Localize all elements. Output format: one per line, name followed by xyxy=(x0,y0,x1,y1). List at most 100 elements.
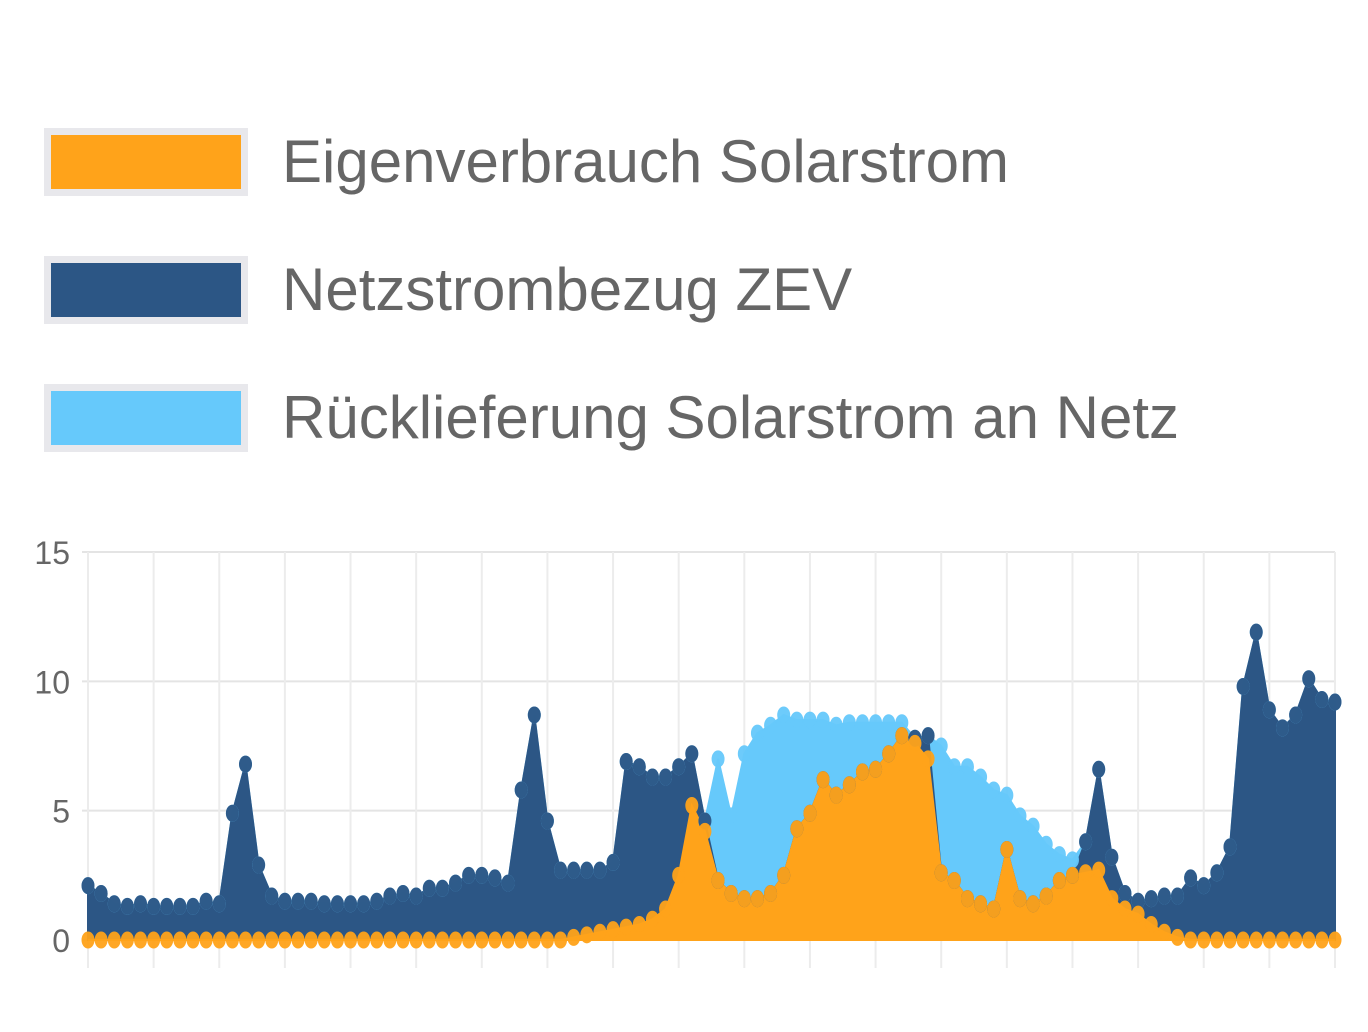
data-point-netzstrombezug-zev xyxy=(422,879,436,897)
data-point-r-cklieferung-solarstrom-an-netz xyxy=(1026,817,1040,835)
data-point-netzstrombezug-zev xyxy=(685,745,699,763)
data-point-r-cklieferung-solarstrom-an-netz xyxy=(711,750,725,768)
data-point-netzstrombezug-zev xyxy=(265,887,279,905)
data-point-eigenverbrauch-solarstrom xyxy=(1315,931,1329,949)
data-point-eigenverbrauch-solarstrom xyxy=(567,928,581,946)
data-point-eigenverbrauch-solarstrom xyxy=(173,931,187,949)
legend-swatch-netzstrombezug xyxy=(44,256,248,324)
legend-swatch-eigenverbrauch xyxy=(44,128,248,196)
data-point-netzstrombezug-zev xyxy=(462,866,476,884)
data-point-eigenverbrauch-solarstrom xyxy=(370,931,384,949)
data-point-netzstrombezug-zev xyxy=(383,887,397,905)
data-point-eigenverbrauch-solarstrom xyxy=(764,884,778,902)
data-point-netzstrombezug-zev xyxy=(659,768,673,786)
data-point-netzstrombezug-zev xyxy=(554,861,568,879)
data-point-eigenverbrauch-solarstrom xyxy=(291,931,305,949)
data-point-eigenverbrauch-solarstrom xyxy=(974,895,988,913)
data-point-r-cklieferung-solarstrom-an-netz xyxy=(1052,846,1066,864)
data-point-r-cklieferung-solarstrom-an-netz xyxy=(737,745,751,763)
data-point-eigenverbrauch-solarstrom xyxy=(1144,915,1158,933)
data-point-eigenverbrauch-solarstrom xyxy=(908,734,922,752)
data-point-r-cklieferung-solarstrom-an-netz xyxy=(869,714,883,732)
data-point-netzstrombezug-zev xyxy=(1105,848,1119,866)
data-point-r-cklieferung-solarstrom-an-netz xyxy=(947,758,961,776)
data-point-eigenverbrauch-solarstrom xyxy=(829,786,843,804)
data-point-eigenverbrauch-solarstrom xyxy=(777,866,791,884)
data-point-eigenverbrauch-solarstrom xyxy=(462,931,476,949)
data-point-eigenverbrauch-solarstrom xyxy=(475,931,489,949)
data-point-eigenverbrauch-solarstrom xyxy=(134,931,148,949)
data-point-netzstrombezug-zev xyxy=(567,861,581,879)
data-point-eigenverbrauch-solarstrom xyxy=(947,872,961,890)
data-point-eigenverbrauch-solarstrom xyxy=(921,750,935,768)
data-point-eigenverbrauch-solarstrom xyxy=(619,918,633,936)
data-point-eigenverbrauch-solarstrom xyxy=(659,900,673,918)
data-point-r-cklieferung-solarstrom-an-netz xyxy=(1039,835,1053,853)
data-point-eigenverbrauch-solarstrom xyxy=(987,900,1001,918)
data-point-r-cklieferung-solarstrom-an-netz xyxy=(987,781,1001,799)
data-point-netzstrombezug-zev xyxy=(645,768,659,786)
data-point-netzstrombezug-zev xyxy=(160,897,174,915)
data-point-eigenverbrauch-solarstrom xyxy=(317,931,331,949)
data-point-eigenverbrauch-solarstrom xyxy=(186,931,200,949)
data-point-eigenverbrauch-solarstrom xyxy=(645,910,659,928)
data-point-netzstrombezug-zev xyxy=(1289,706,1303,724)
data-point-eigenverbrauch-solarstrom xyxy=(160,931,174,949)
data-point-eigenverbrauch-solarstrom xyxy=(265,931,279,949)
data-point-eigenverbrauch-solarstrom xyxy=(1157,923,1171,941)
data-point-netzstrombezug-zev xyxy=(330,895,344,913)
data-point-netzstrombezug-zev xyxy=(396,884,410,902)
data-point-r-cklieferung-solarstrom-an-netz xyxy=(960,758,974,776)
data-point-eigenverbrauch-solarstrom xyxy=(855,763,869,781)
data-point-eigenverbrauch-solarstrom xyxy=(357,931,371,949)
data-point-netzstrombezug-zev xyxy=(120,897,134,915)
data-point-eigenverbrauch-solarstrom xyxy=(1289,931,1303,949)
data-point-eigenverbrauch-solarstrom xyxy=(869,760,883,778)
data-point-eigenverbrauch-solarstrom xyxy=(344,931,358,949)
data-point-eigenverbrauch-solarstrom xyxy=(488,931,502,949)
data-point-eigenverbrauch-solarstrom xyxy=(1131,905,1145,923)
data-point-eigenverbrauch-solarstrom xyxy=(1236,931,1250,949)
y-tick-label: 0 xyxy=(52,923,70,959)
data-point-netzstrombezug-zev xyxy=(475,866,489,884)
data-point-netzstrombezug-zev xyxy=(225,804,239,822)
data-point-netzstrombezug-zev xyxy=(239,755,253,773)
data-point-eigenverbrauch-solarstrom xyxy=(672,866,686,884)
data-point-eigenverbrauch-solarstrom xyxy=(1000,840,1014,858)
data-point-r-cklieferung-solarstrom-an-netz xyxy=(803,711,817,729)
data-point-r-cklieferung-solarstrom-an-netz xyxy=(1065,851,1079,869)
data-point-r-cklieferung-solarstrom-an-netz xyxy=(816,711,830,729)
data-point-eigenverbrauch-solarstrom xyxy=(1262,931,1276,949)
data-point-netzstrombezug-zev xyxy=(81,877,95,895)
data-point-netzstrombezug-zev xyxy=(1315,690,1329,708)
data-point-netzstrombezug-zev xyxy=(344,895,358,913)
data-point-r-cklieferung-solarstrom-an-netz xyxy=(724,807,738,825)
data-point-r-cklieferung-solarstrom-an-netz xyxy=(750,724,764,742)
data-point-eigenverbrauch-solarstrom xyxy=(422,931,436,949)
data-point-r-cklieferung-solarstrom-an-netz xyxy=(1000,786,1014,804)
data-point-eigenverbrauch-solarstrom xyxy=(1013,890,1027,908)
data-point-eigenverbrauch-solarstrom xyxy=(252,931,266,949)
data-point-eigenverbrauch-solarstrom xyxy=(107,931,121,949)
y-tick-label: 5 xyxy=(52,794,70,830)
y-tick-label: 15 xyxy=(34,535,70,571)
data-point-netzstrombezug-zev xyxy=(1184,869,1198,887)
data-point-eigenverbrauch-solarstrom xyxy=(1197,931,1211,949)
data-point-eigenverbrauch-solarstrom xyxy=(632,915,646,933)
data-point-netzstrombezug-zev xyxy=(1157,887,1171,905)
data-point-eigenverbrauch-solarstrom xyxy=(960,890,974,908)
data-point-eigenverbrauch-solarstrom xyxy=(383,931,397,949)
data-point-eigenverbrauch-solarstrom xyxy=(1210,931,1224,949)
data-point-eigenverbrauch-solarstrom xyxy=(554,931,568,949)
data-point-netzstrombezug-zev xyxy=(409,887,423,905)
data-point-eigenverbrauch-solarstrom xyxy=(81,931,95,949)
data-point-netzstrombezug-zev xyxy=(278,892,292,910)
data-point-netzstrombezug-zev xyxy=(527,706,541,724)
data-point-eigenverbrauch-solarstrom xyxy=(737,890,751,908)
data-point-eigenverbrauch-solarstrom xyxy=(94,931,108,949)
data-point-netzstrombezug-zev xyxy=(1236,678,1250,696)
data-point-eigenverbrauch-solarstrom xyxy=(278,931,292,949)
data-point-eigenverbrauch-solarstrom xyxy=(1328,931,1342,949)
data-point-eigenverbrauch-solarstrom xyxy=(435,931,449,949)
data-point-netzstrombezug-zev xyxy=(199,892,213,910)
